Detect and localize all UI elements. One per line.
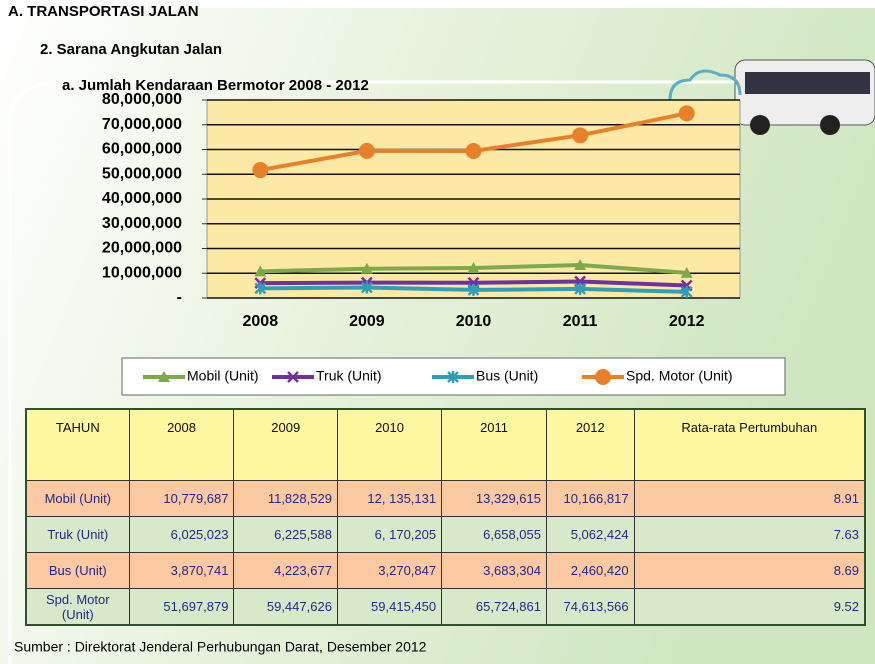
- table-cell: 3,870,741: [129, 553, 234, 589]
- table-cell: 51,697,879: [129, 589, 234, 626]
- subsection-title: 2. Sarana Angkutan Jalan: [40, 41, 222, 58]
- table-cell: 3,683,304: [442, 553, 547, 589]
- legend-label: Mobil (Unit): [187, 368, 259, 384]
- marker: [359, 143, 375, 159]
- table-cell: 4,223,677: [234, 553, 337, 589]
- slide: A. TRANSPORTASI JALAN 2. Sarana Angkutan…: [0, 0, 875, 664]
- table-cell: 8.69: [634, 553, 865, 589]
- table-cell: Spd. Motor (Unit): [26, 589, 129, 626]
- y-tick-label: -: [177, 289, 182, 306]
- table-cell: 6,225,588: [234, 517, 337, 553]
- table-cell: 6,658,055: [442, 517, 547, 553]
- table-cell: 10,779,687: [129, 481, 234, 517]
- section-title: A. TRANSPORTASI JALAN: [8, 3, 199, 20]
- source-note: Sumber : Direktorat Jenderal Perhubungan…: [14, 639, 427, 655]
- table-cell: Mobil (Unit): [26, 481, 129, 517]
- x-tick-label: 2011: [563, 313, 598, 330]
- y-tick-label: 10,000,000: [102, 264, 182, 281]
- y-tick-label: 70,000,000: [102, 116, 182, 133]
- x-tick-label: 2010: [456, 313, 492, 330]
- table-cell: 2010: [337, 409, 441, 481]
- legend-marker: [595, 369, 611, 385]
- legend-label: Truk (Unit): [316, 368, 382, 384]
- table-cell: Bus (Unit): [26, 553, 129, 589]
- table-cell: 2009: [234, 409, 337, 481]
- marker: [466, 143, 482, 159]
- table-cell: TAHUN: [26, 409, 129, 481]
- table-cell: 2011: [442, 409, 547, 481]
- table-cell: 7.63: [634, 517, 865, 553]
- table-cell: 6, 170,205: [337, 517, 441, 553]
- marker: [572, 127, 588, 143]
- table-cell: 11,828,529: [234, 481, 337, 517]
- legend-label: Bus (Unit): [476, 368, 538, 384]
- table-cell: 3,270,847: [337, 553, 441, 589]
- bus-icon: [735, 60, 875, 135]
- table-cell: 10,166,817: [547, 481, 635, 517]
- table-cell: 59,415,450: [337, 589, 441, 626]
- table-cell: 59,447,626: [234, 589, 337, 626]
- y-tick-label: 60,000,000: [102, 141, 182, 158]
- y-tick-label: 30,000,000: [102, 215, 182, 232]
- y-tick-label: 40,000,000: [102, 190, 182, 207]
- table-cell: 6,025,023: [129, 517, 234, 553]
- table-cell: 2008: [129, 409, 234, 481]
- table-cell: 8.91: [634, 481, 865, 517]
- x-tick-label: 2009: [349, 313, 385, 330]
- legend-label: Spd. Motor (Unit): [626, 368, 733, 384]
- x-tick-label: 2008: [243, 313, 279, 330]
- y-tick-label: 20,000,000: [102, 240, 182, 257]
- table-cell: 2012: [547, 409, 635, 481]
- table-cell: 5,062,424: [547, 517, 635, 553]
- y-tick-label: 80,000,000: [102, 91, 182, 108]
- table-cell: 65,724,861: [442, 589, 547, 626]
- x-tick-label: 2012: [669, 313, 705, 330]
- table-cell: 13,329,615: [442, 481, 547, 517]
- table-cell: Truk (Unit): [26, 517, 129, 553]
- table-cell: Rata-rata Pertumbuhan: [634, 409, 865, 481]
- y-tick-label: 50,000,000: [102, 165, 182, 182]
- marker: [252, 162, 268, 178]
- table-cell: 74,613,566: [547, 589, 635, 626]
- marker: [679, 105, 695, 121]
- table-cell: 9.52: [634, 589, 865, 626]
- table-cell: 2,460,420: [547, 553, 635, 589]
- table-cell: 12, 135,131: [337, 481, 441, 517]
